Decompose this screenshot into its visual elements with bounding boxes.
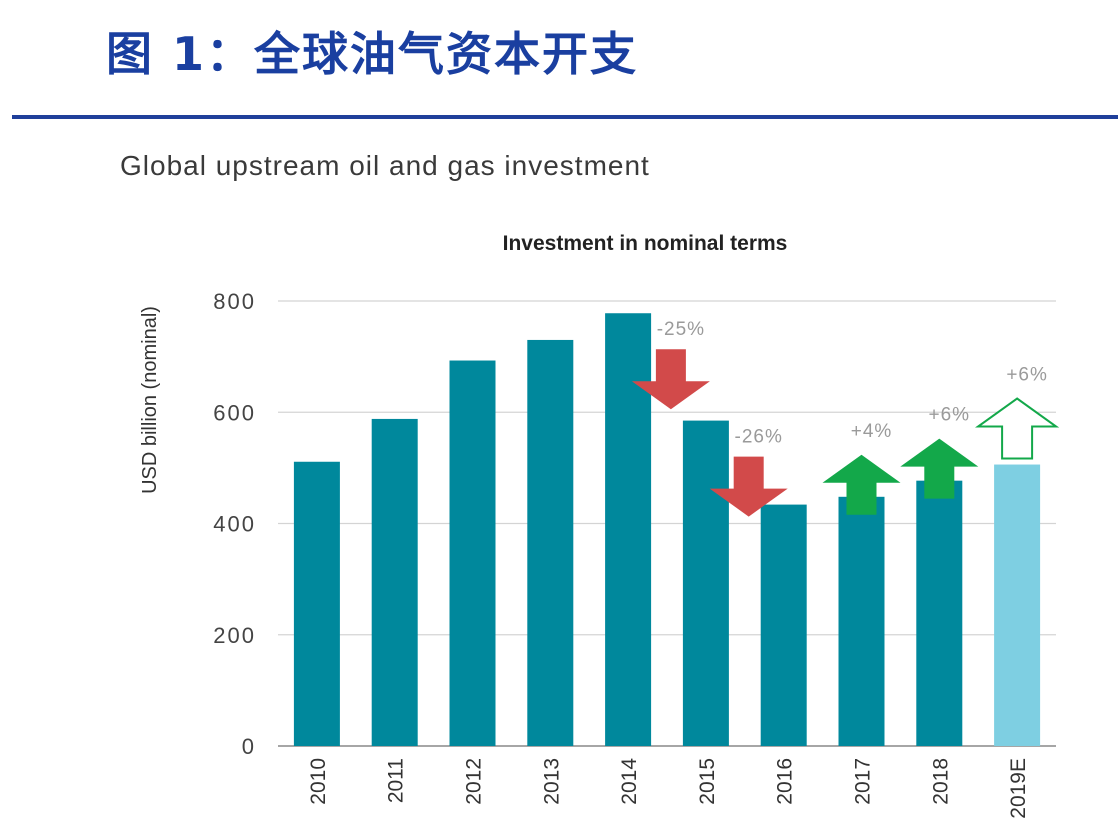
y-tick-label: 800 — [213, 289, 256, 314]
y-tick-label: 200 — [213, 623, 256, 648]
x-tick-label: 2011 — [385, 758, 408, 803]
y-tick-label: 400 — [213, 512, 256, 537]
bar-2010 — [293, 461, 340, 746]
bar-2012 — [449, 360, 496, 746]
x-tick-label: 2019E — [1007, 758, 1030, 819]
bar-2015 — [682, 420, 729, 746]
x-tick-label: 2018 — [929, 758, 952, 805]
y-tick-label: 0 — [242, 734, 256, 759]
x-tick-label: 2015 — [696, 758, 719, 805]
bar-2018 — [916, 480, 963, 746]
chart-title: Investment in nominal terms — [503, 232, 788, 255]
arrow-up-2018 — [900, 438, 979, 499]
change-label: -25% — [657, 319, 705, 340]
x-tick-label: 2014 — [618, 758, 641, 805]
x-tick-label: 2010 — [307, 758, 330, 805]
x-tick-label: 2013 — [540, 758, 563, 805]
y-tick-label: 600 — [213, 400, 256, 425]
x-tick-label: 2017 — [852, 758, 875, 805]
arrow-up-2019e — [974, 397, 1060, 460]
bar-2016 — [760, 504, 807, 746]
bar-2019e — [994, 464, 1041, 746]
arrow-down-2016 — [709, 456, 788, 517]
arrow-down-2015 — [631, 349, 710, 410]
change-label: +6% — [929, 405, 971, 426]
bar-2013 — [527, 339, 574, 746]
arrow-up-2017 — [822, 454, 901, 515]
bar-2011 — [371, 418, 418, 746]
bar-2017 — [838, 496, 885, 746]
chart-subtitle: Global upstream oil and gas investment — [120, 150, 650, 181]
x-tick-label: 2012 — [463, 758, 486, 805]
change-label: +6% — [1006, 365, 1048, 386]
change-label: +4% — [851, 421, 893, 442]
figure-title: 图 1：全球油气资本开支 — [106, 27, 639, 81]
change-label: -26% — [735, 427, 783, 448]
y-axis-label: USD billion (nominal) — [139, 306, 161, 494]
title-divider — [12, 115, 1118, 119]
x-tick-label: 2016 — [774, 758, 797, 805]
bar-2014 — [605, 313, 652, 746]
